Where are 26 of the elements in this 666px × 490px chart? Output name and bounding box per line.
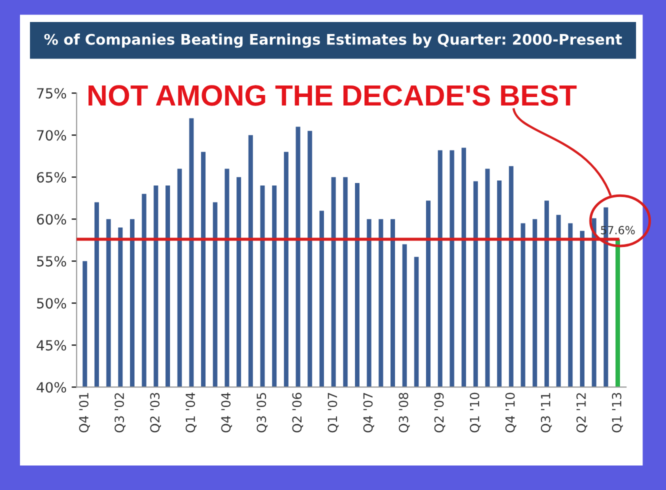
y-tick-label: 50% bbox=[37, 298, 66, 309]
y-tick-label: 55% bbox=[37, 256, 66, 267]
x-tick-label: Q3 '02 bbox=[114, 393, 126, 432]
x-tick-label: Q3 '05 bbox=[256, 393, 268, 432]
x-tick-label: Q4 '04 bbox=[221, 392, 232, 432]
x-tick-label: Q1 '07 bbox=[328, 393, 339, 432]
x-tick-label: Q2 '09 bbox=[434, 392, 446, 432]
y-tick-label: 60% bbox=[36, 214, 66, 225]
x-tick-label: Q1 '10 bbox=[470, 392, 481, 432]
chart-title: % of Companies Beating Earnings Estimates by Quarter: 2000-Present bbox=[44, 34, 622, 48]
x-tick-label: Q4 '07 bbox=[363, 393, 374, 432]
x-tick-label: Q1 '13 bbox=[612, 392, 623, 432]
x-tick-label: Q3 '08 bbox=[398, 392, 410, 432]
x-tick-label: Q4 '10 bbox=[505, 392, 516, 432]
x-tick-label: Q4 '01 bbox=[79, 393, 90, 432]
x-tick-label: Q1 '04 bbox=[186, 392, 197, 432]
y-tick-label: 45% bbox=[36, 340, 66, 351]
y-tick-label: 75% bbox=[37, 88, 66, 99]
y-tick-label: 65% bbox=[36, 172, 66, 183]
x-tick-label: Q3 '11 bbox=[540, 393, 552, 432]
x-tick-label: Q2 '12 bbox=[576, 393, 588, 432]
x-tick-label: Q2 '06 bbox=[292, 392, 304, 432]
annotation: NOT AMONG THE DECADE'S BEST bbox=[88, 85, 577, 106]
y-tick-label: 70% bbox=[37, 130, 66, 141]
x-tick-label: Q2 '03 bbox=[150, 392, 161, 432]
y-tick-label: 40% bbox=[36, 382, 66, 393]
